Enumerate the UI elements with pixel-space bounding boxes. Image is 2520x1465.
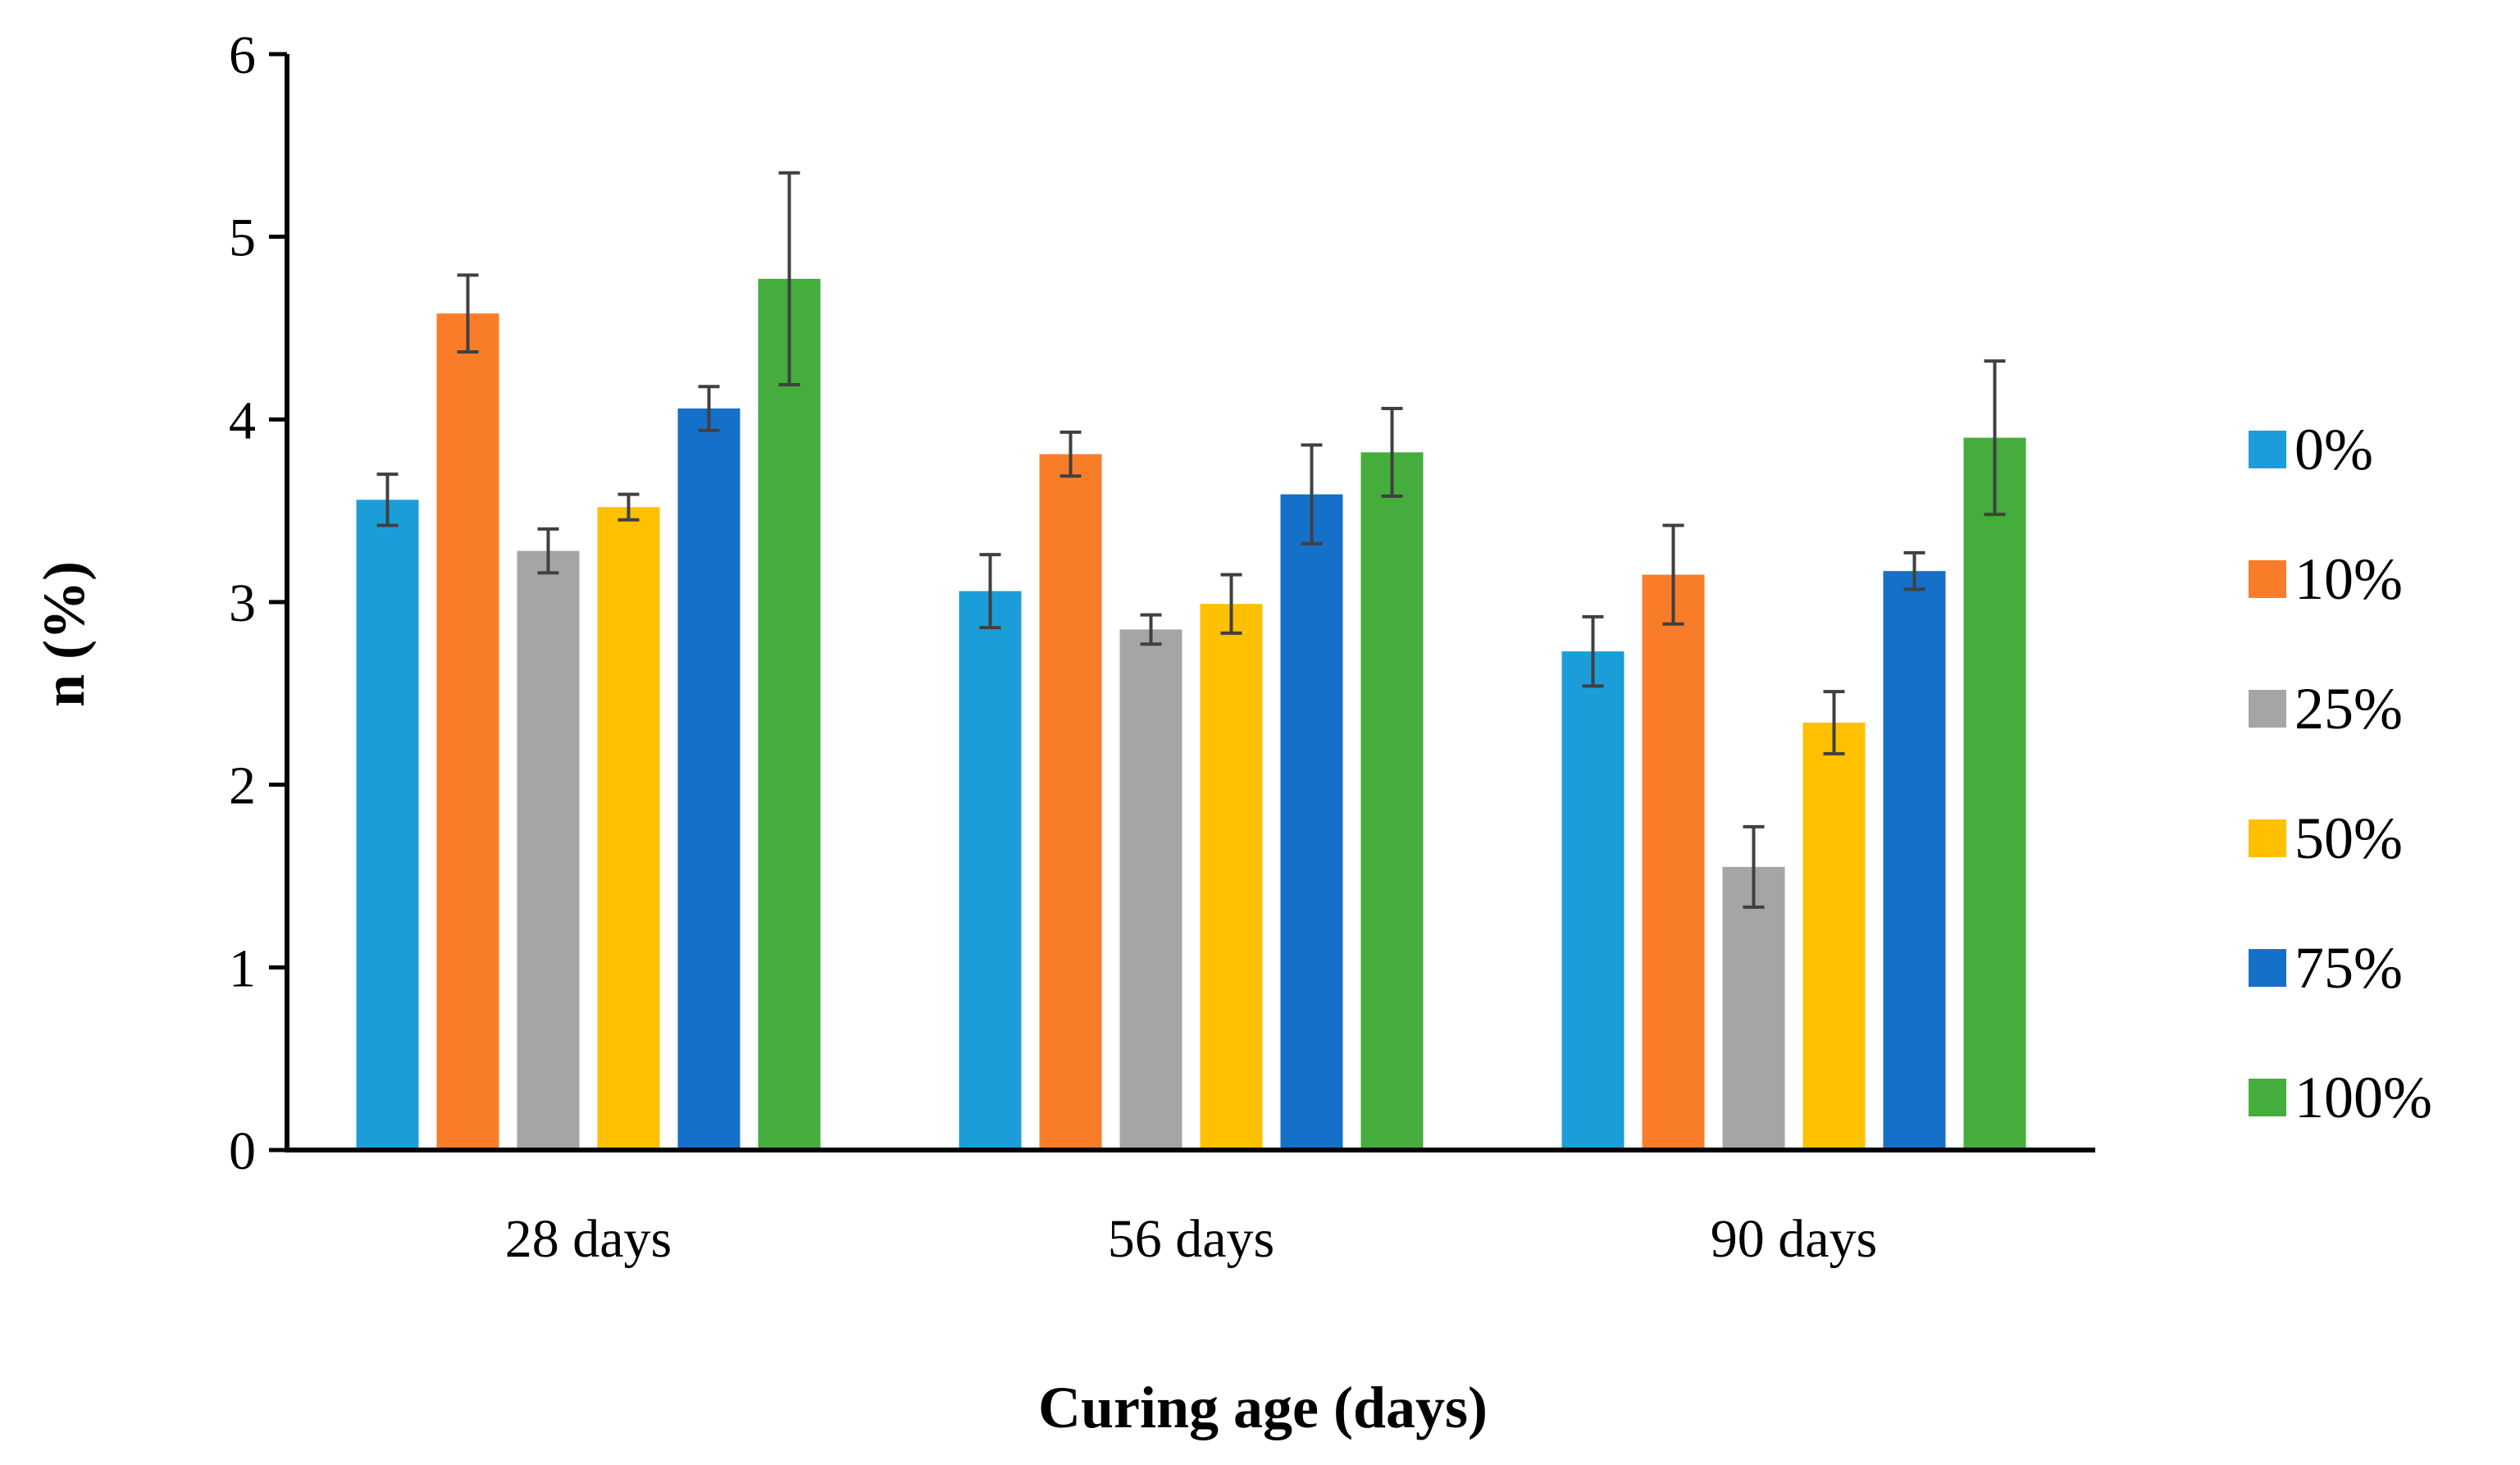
legend-label: 50%	[2294, 806, 2403, 871]
legend-label: 75%	[2294, 935, 2403, 1001]
x-tick-label: 56 days	[1108, 1209, 1274, 1269]
bar-25pct-90-days	[1722, 866, 1785, 1150]
bar-25pct-28-days	[517, 550, 580, 1150]
error-bar-0pct-56-days	[979, 553, 1001, 630]
error-bar-100pct-28-days	[778, 171, 800, 387]
legend-label: 100%	[2294, 1065, 2432, 1130]
legend-label: 0%	[2294, 417, 2373, 482]
bar-10pct-56-days	[1039, 454, 1102, 1150]
legend-swatch	[2249, 431, 2286, 468]
error-bar-10pct-56-days	[1059, 430, 1082, 478]
error-bar-75pct-28-days	[698, 385, 720, 432]
error-bar-100pct-56-days	[1381, 406, 1403, 498]
legend-item-50pct: 50%	[2249, 806, 2403, 871]
bar-10pct-28-days	[436, 313, 499, 1151]
bar-100pct-56-days	[1360, 452, 1424, 1150]
y-tick-label: 0	[229, 1121, 256, 1181]
y-tick-label: 5	[229, 208, 256, 268]
error-bar-50pct-90-days	[1823, 690, 1845, 755]
x-axis-title: Curing age (days)	[1038, 1375, 1488, 1440]
legend-item-75pct: 75%	[2249, 935, 2403, 1001]
bar-75pct-90-days	[1883, 571, 1946, 1150]
x-labels-layer: 28 days 56 days 90 days	[505, 1209, 1877, 1269]
error-bar-10pct-90-days	[1662, 523, 1684, 626]
error-bars-layer	[376, 171, 2006, 909]
y-tick-label: 1	[229, 938, 256, 998]
bars-layer	[356, 278, 2026, 1151]
legend-label: 10%	[2294, 546, 2403, 612]
error-bar-10pct-28-days	[457, 273, 479, 354]
bar-100pct-90-days	[1963, 437, 2026, 1150]
error-bar-75pct-56-days	[1301, 443, 1323, 545]
legend-swatch	[2249, 1079, 2286, 1116]
bar-0pct-56-days	[959, 591, 1022, 1150]
bar-75pct-28-days	[677, 408, 741, 1150]
bar-0pct-90-days	[1561, 651, 1625, 1150]
error-bar-50pct-28-days	[617, 492, 640, 522]
legend-swatch	[2249, 560, 2286, 598]
error-bar-0pct-28-days	[376, 472, 399, 527]
legend-swatch	[2249, 819, 2286, 857]
y-tick-label: 2	[229, 756, 256, 816]
error-bar-25pct-56-days	[1140, 613, 1162, 646]
bar-50pct-90-days	[1802, 722, 1866, 1150]
legend-label: 25%	[2294, 676, 2403, 742]
y-ticks-layer: 0 1 2 3 4 5 6	[229, 25, 287, 1181]
y-tick-label: 3	[229, 573, 256, 633]
legend-item-25pct: 25%	[2249, 676, 2403, 742]
legend-swatch	[2249, 949, 2286, 987]
legend-item-100pct: 100%	[2249, 1065, 2432, 1130]
x-tick-label: 90 days	[1711, 1209, 1877, 1269]
bar-50pct-28-days	[597, 507, 660, 1150]
y-tick-label: 6	[229, 25, 256, 85]
legend-item-10pct: 10%	[2249, 546, 2403, 612]
legend-item-0pct: 0%	[2249, 417, 2373, 482]
error-bar-25pct-90-days	[1743, 824, 1765, 909]
bar-10pct-90-days	[1642, 574, 1705, 1150]
y-tick-label: 4	[229, 390, 256, 450]
bar-100pct-28-days	[758, 278, 821, 1150]
bar-75pct-56-days	[1280, 494, 1343, 1150]
error-bar-75pct-90-days	[1903, 550, 1925, 591]
bar-25pct-56-days	[1119, 629, 1183, 1150]
legend-swatch	[2249, 690, 2286, 728]
legend: 0% 10% 25% 50% 75% 100%	[2249, 417, 2432, 1130]
y-axis-title: n (%)	[31, 561, 97, 707]
error-bar-0pct-90-days	[1582, 614, 1604, 688]
error-bar-100pct-90-days	[1984, 359, 2006, 517]
error-bar-50pct-56-days	[1220, 573, 1242, 635]
x-tick-label: 28 days	[505, 1209, 672, 1269]
error-bar-25pct-28-days	[537, 527, 559, 575]
bar-0pct-28-days	[356, 500, 419, 1150]
bar-50pct-56-days	[1200, 604, 1263, 1150]
